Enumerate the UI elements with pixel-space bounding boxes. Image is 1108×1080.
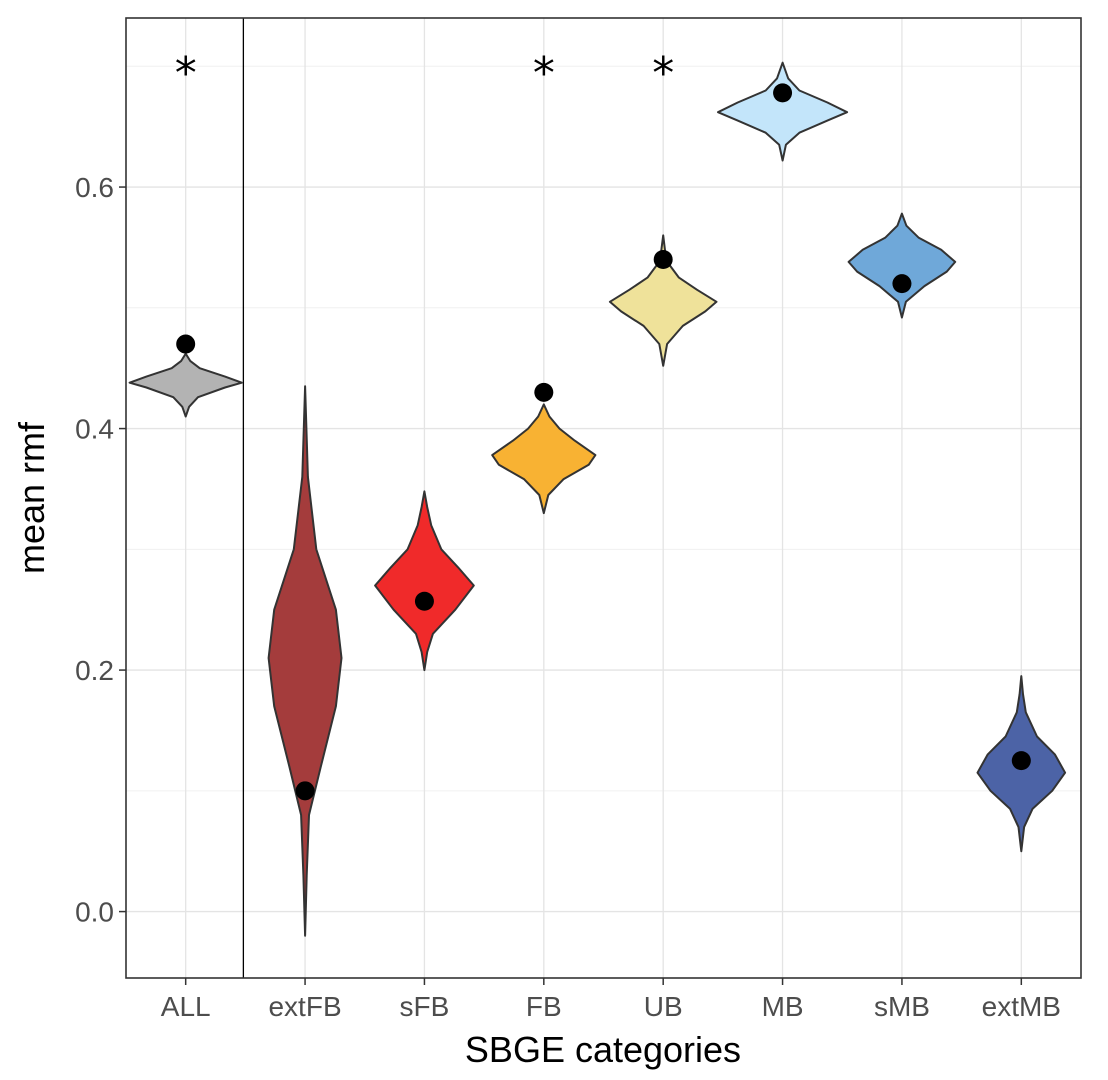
observed-point-UB [653, 250, 673, 270]
x-axis-ticks: ALL extFB sFB FB UB MB sMB extMB [161, 978, 1061, 1022]
y-tick-label: 0.6 [75, 172, 114, 203]
violin-sFB [374, 490, 475, 672]
plot-panel-background [126, 18, 1081, 978]
significance-star-ALL: * [175, 48, 197, 99]
violin-shape-extFB [267, 385, 343, 937]
violin-sMB [847, 212, 957, 319]
plot-panel-border [125, 17, 1082, 979]
violin-shape-FB [491, 403, 597, 515]
violin-shape-ALL [128, 352, 243, 418]
x-tick-label-extMB: extMB [982, 991, 1061, 1022]
violin-UB [608, 234, 718, 367]
significance-markers: * * * [175, 48, 675, 99]
observed-point-ALL [176, 334, 196, 354]
x-axis-title: SBGE categories [465, 1029, 741, 1070]
x-tick-label-extFB: extFB [268, 991, 341, 1022]
x-tick-label-ALL: ALL [161, 991, 211, 1022]
observed-points [176, 83, 1031, 801]
significance-star-FB: * [533, 48, 555, 99]
violin-ALL [128, 352, 243, 418]
violin-shape-sFB [374, 490, 475, 672]
y-tick-label: 0.4 [75, 414, 114, 445]
y-axis-ticks: 0.0 0.2 0.4 0.6 [75, 172, 126, 928]
violin-shape-MB [717, 61, 849, 162]
observed-point-extFB [295, 781, 315, 801]
observed-point-FB [534, 382, 554, 402]
x-tick-label-sFB: sFB [400, 991, 450, 1022]
observed-point-MB [773, 83, 793, 103]
observed-point-extMB [1011, 751, 1031, 771]
violin-FB [491, 403, 597, 515]
y-axis-title: mean rmf [11, 421, 52, 574]
violin-extFB [267, 385, 343, 937]
y-tick-label: 0.2 [75, 655, 114, 686]
observed-point-sFB [414, 591, 434, 611]
x-tick-label-UB: UB [644, 991, 683, 1022]
significance-star-UB: * [652, 48, 674, 99]
violin-shape-sMB [847, 212, 957, 319]
violin-shape-UB [608, 234, 718, 367]
y-tick-label: 0.0 [75, 897, 114, 928]
violin-MB [717, 61, 849, 162]
x-tick-label-FB: FB [526, 991, 562, 1022]
observed-point-sMB [892, 274, 912, 294]
x-tick-label-MB: MB [762, 991, 804, 1022]
x-tick-label-sMB: sMB [874, 991, 930, 1022]
